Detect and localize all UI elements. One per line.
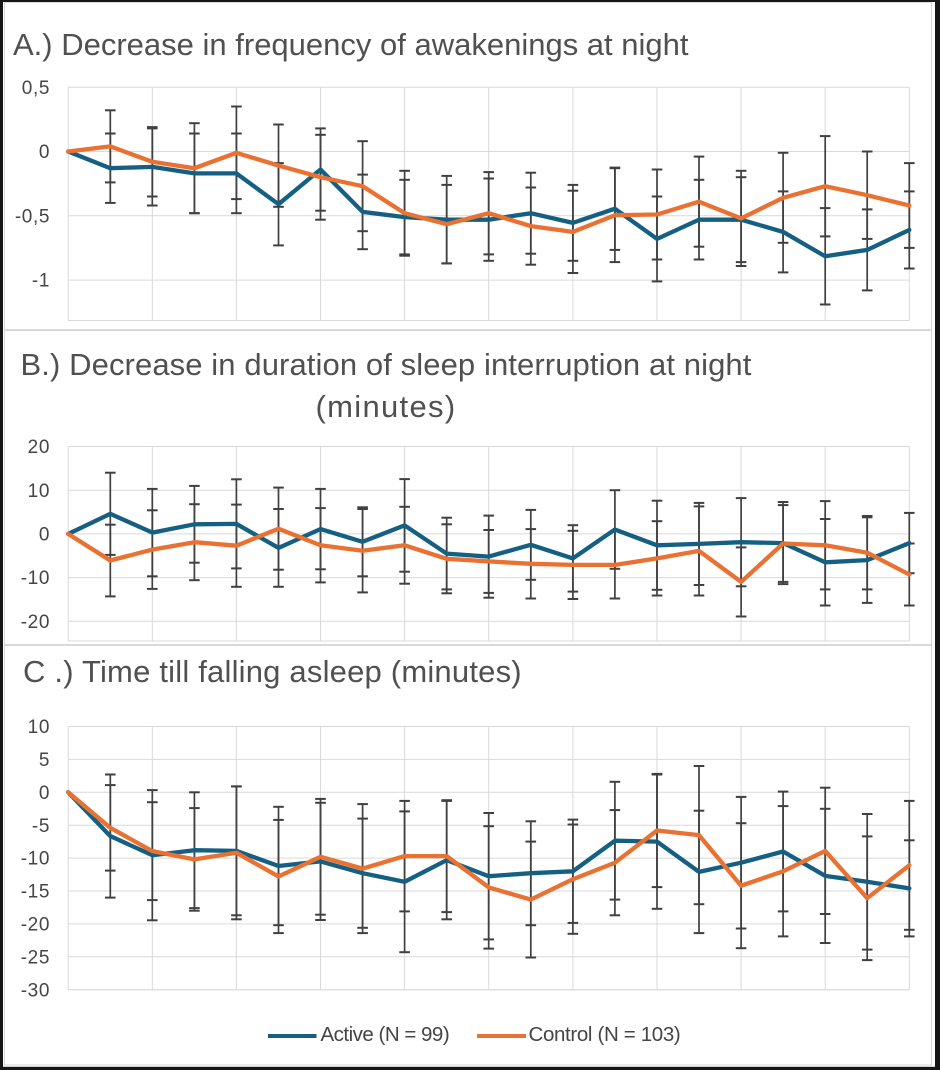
svg-text:-10: -10	[21, 568, 50, 589]
svg-text:-0,5: -0,5	[15, 206, 50, 227]
svg-text:-15: -15	[21, 882, 50, 903]
svg-text:(minutes): (minutes)	[316, 389, 457, 424]
svg-text:-25: -25	[21, 947, 50, 968]
svg-text:20: 20	[28, 437, 50, 458]
svg-text:5: 5	[39, 750, 50, 771]
svg-text:-30: -30	[21, 980, 50, 1001]
svg-text:-20: -20	[21, 612, 50, 633]
svg-text:0: 0	[39, 783, 50, 804]
svg-text:-5: -5	[32, 816, 50, 837]
svg-text:-20: -20	[21, 915, 50, 936]
svg-text:-1: -1	[32, 271, 50, 292]
svg-text:Active (N = 99): Active (N = 99)	[321, 1023, 450, 1046]
svg-text:0: 0	[39, 525, 50, 546]
svg-text:0: 0	[39, 142, 50, 163]
svg-text:0,5: 0,5	[22, 78, 50, 99]
svg-text:10: 10	[28, 481, 50, 502]
svg-text:C .) Time till falling asleep: C .) Time till falling asleep (minutes)	[23, 654, 522, 689]
svg-text:-10: -10	[21, 849, 50, 870]
svg-text:A.) Decrease in frequency of a: A.) Decrease in frequency of awakenings …	[13, 27, 689, 62]
svg-text:B.) Decrease in duration of sl: B.) Decrease in duration of sleep interr…	[21, 347, 752, 382]
svg-text:Control (N = 103): Control (N = 103)	[529, 1023, 681, 1046]
svg-text:10: 10	[28, 717, 50, 738]
